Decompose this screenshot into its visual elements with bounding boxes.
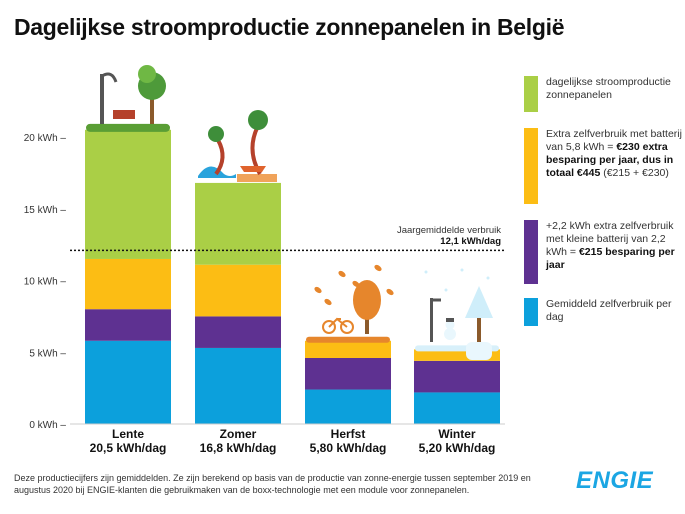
winter-snow-drift xyxy=(466,342,492,360)
stacked-bar-chart: 0 kWh – 5 kWh – 10 kWh – 15 kWh – 20 kWh – Le… xyxy=(24,65,505,455)
herfst-leaf-4 xyxy=(386,288,394,296)
bar-segment-zomer-3 xyxy=(195,182,281,265)
herfst-ground xyxy=(306,336,390,343)
bar-total-label-zomer: 16,8 kWh/dag xyxy=(200,441,277,455)
winter-snowflake-0 xyxy=(424,270,428,274)
bar-segment-winter-2 xyxy=(414,349,500,361)
lente-tree-top xyxy=(138,65,156,83)
herfst-leaf-0 xyxy=(314,286,322,294)
herfst-leaf-2 xyxy=(374,264,382,272)
legend-label-small-battery: +2,2 kWh extra zelfverbruik met kleine b… xyxy=(546,220,684,272)
herfst-tree-crown xyxy=(353,280,381,320)
winter-lamp-post xyxy=(430,298,433,342)
x-tick-label-winter: Winter xyxy=(438,427,476,441)
bar-segment-lente-3 xyxy=(85,129,171,259)
y-tick-label: 15 kWh – xyxy=(24,205,67,216)
legend-swatch-self-consumption xyxy=(524,298,538,326)
y-tick-label: 0 kWh – xyxy=(29,420,66,431)
lente-grass xyxy=(86,123,170,132)
winter-snowflake-2 xyxy=(444,288,448,292)
legend-label-large-battery-bold: €230 extra besparing per jaar, dus in to… xyxy=(546,141,674,179)
bar-segment-herfst-2 xyxy=(305,340,391,358)
x-tick-label-zomer: Zomer xyxy=(220,427,257,441)
bar-total-label-lente: 20,5 kWh/dag xyxy=(90,441,167,455)
herfst-leaf-5 xyxy=(352,280,360,288)
legend-swatch-large-battery xyxy=(524,128,538,204)
winter-tree-trunk xyxy=(477,318,481,342)
herfst-leaf-1 xyxy=(338,270,346,278)
herfst-leaf-3 xyxy=(324,298,332,306)
legend-label-self-consumption: Gemiddeld zelfverbruik per dag xyxy=(546,298,672,323)
bar-segment-zomer-0 xyxy=(195,347,281,424)
legend-label-large-battery: Extra zelfverbruik met batterij van 5,8 … xyxy=(546,128,684,180)
bar-total-label-herfst: 5,80 kWh/dag xyxy=(310,441,387,455)
herfst-bike-wheel-2 xyxy=(340,320,354,334)
legend-label-production: dagelijkse stroomproductie zonnepanelen xyxy=(546,76,671,101)
average-line-title: Jaargemiddelde verbruik xyxy=(396,225,501,236)
bar-segment-winter-0 xyxy=(414,392,500,424)
herfst-bike-wheel-1 xyxy=(322,320,336,334)
bar-segment-zomer-1 xyxy=(195,316,281,348)
x-tick-label-herfst: Herfst xyxy=(331,427,366,441)
bar-segment-lente-2 xyxy=(85,258,171,310)
y-tick-label: 20 kWh – xyxy=(24,133,67,144)
legend-label-large-battery-after: (€215 + €230) xyxy=(600,167,669,179)
page-title: Dagelijkse stroomproductie zonnepanelen … xyxy=(14,14,565,40)
legend-item-large-battery: Extra zelfverbruik met batterij van 5,8 … xyxy=(524,128,684,204)
winter-snowflake-3 xyxy=(486,276,490,280)
legend-label-small-battery-text: +2,2 kWh extra zelfverbruik met kleine b… xyxy=(546,220,674,258)
bar-segment-winter-1 xyxy=(414,360,500,393)
lente-bench xyxy=(113,110,135,119)
x-tick-label-lente: Lente xyxy=(112,427,144,441)
zomer-palm-2-leaves xyxy=(248,110,268,130)
legend-label-large-battery-text: Extra zelfverbruik met batterij van 5,8 … xyxy=(546,128,682,153)
legend-swatch-small-battery xyxy=(524,220,538,284)
zomer-boat xyxy=(240,166,266,172)
y-tick-label: 10 kWh – xyxy=(24,277,67,288)
footnote: Deze productiecijfers zijn gemiddelden. … xyxy=(14,473,531,495)
winter-snowman-body xyxy=(444,328,456,340)
lente-lamp-arm xyxy=(101,72,118,83)
zomer-palm-1-leaves xyxy=(208,126,224,142)
legend-item-self-consumption: Gemiddeld zelfverbruik per dag xyxy=(524,298,684,326)
winter-snowman-hat xyxy=(446,318,454,322)
average-line-value: 12,1 kWh/dag xyxy=(440,236,501,247)
bar-segment-zomer-2 xyxy=(195,264,281,317)
bar-segment-herfst-0 xyxy=(305,389,391,424)
y-tick-label: 5 kWh – xyxy=(29,348,66,359)
legend-swatch-production xyxy=(524,76,538,112)
bar-segment-lente-1 xyxy=(85,309,171,341)
herfst-bike-frame xyxy=(328,317,348,328)
legend-item-production: dagelijkse stroomproductie zonnepanelen xyxy=(524,76,684,112)
legend-label-small-battery-bold: €215 besparing per jaar xyxy=(546,246,675,271)
engie-logo: ENGIE xyxy=(576,467,654,494)
legend-item-small-battery: +2,2 kWh extra zelfverbruik met kleine b… xyxy=(524,220,684,284)
lente-lamp-post xyxy=(100,74,104,124)
lente-tree-trunk xyxy=(150,92,154,124)
bar-segment-lente-0 xyxy=(85,340,171,424)
winter-snowflake-1 xyxy=(460,268,464,272)
average-line-label: Jaargemiddelde verbruik 12,1 kWh/dag xyxy=(370,225,501,247)
zomer-sand xyxy=(237,174,277,182)
winter-tree-crown xyxy=(465,286,493,318)
zomer-palm-1-trunk xyxy=(214,139,225,176)
bar-segment-herfst-1 xyxy=(305,357,391,390)
winter-snowman-head xyxy=(445,320,455,330)
bar-total-label-winter: 5,20 kWh/dag xyxy=(419,441,496,455)
